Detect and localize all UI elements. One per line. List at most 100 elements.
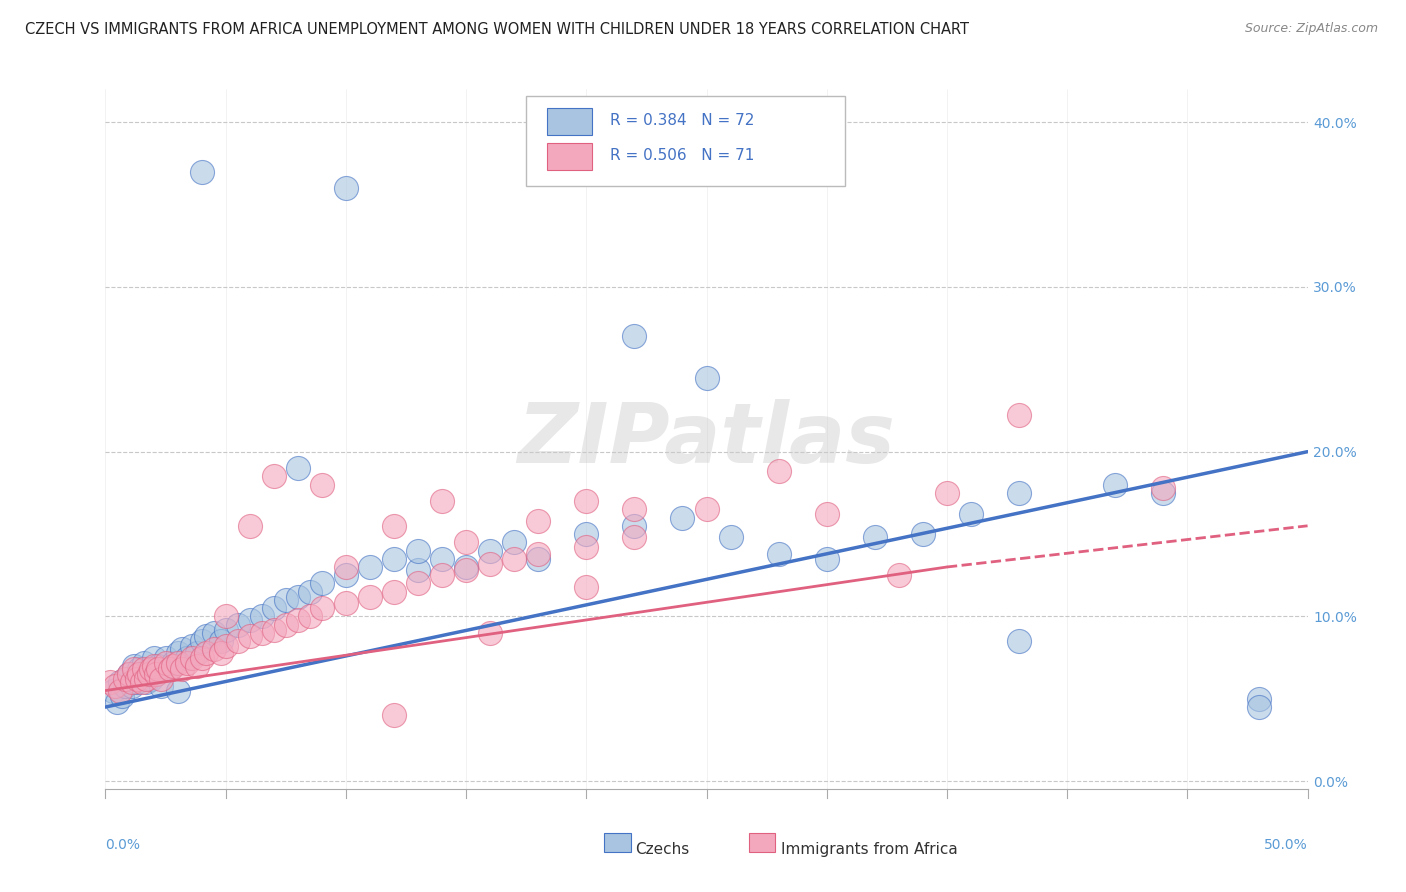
Point [214,639,236,653]
Point [101,683,124,698]
Point [406,563,429,577]
FancyBboxPatch shape [547,143,592,169]
Point [863,530,886,544]
Point [768,547,790,561]
Point [149,672,172,686]
Point [456,560,478,574]
Point [696,370,718,384]
Point [960,508,983,522]
Point [166,683,188,698]
Point [226,634,249,648]
Point [263,601,285,615]
Point [1008,486,1031,500]
Point [195,629,218,643]
Point [138,662,160,676]
Point [155,656,177,670]
Point [671,510,693,524]
Point [121,675,143,690]
Point [623,518,645,533]
Point [190,634,212,648]
Point [114,672,136,686]
Point [131,667,153,681]
Point [623,530,645,544]
Text: CZECH VS IMMIGRANTS FROM AFRICA UNEMPLOYMENT AMONG WOMEN WITH CHILDREN UNDER 18 : CZECH VS IMMIGRANTS FROM AFRICA UNEMPLOY… [25,22,969,37]
Point [108,683,131,698]
Point [311,576,333,591]
Point [359,590,381,604]
Point [406,576,429,591]
Point [209,634,232,648]
Point [575,540,598,554]
Text: ZIPatlas: ZIPatlas [517,399,896,480]
Point [936,486,959,500]
Point [527,514,550,528]
Point [195,646,218,660]
Point [479,626,502,640]
Point [118,667,141,681]
Point [479,557,502,571]
Point [162,656,184,670]
Point [720,530,742,544]
Point [382,708,405,723]
FancyBboxPatch shape [605,833,631,853]
Point [287,461,309,475]
Point [382,518,405,533]
Point [214,609,236,624]
Point [1152,486,1174,500]
Point [139,662,162,676]
Point [111,689,134,703]
Point [503,551,526,566]
Point [214,623,236,637]
Point [768,465,790,479]
Point [172,642,194,657]
Point [190,164,212,178]
Point [250,609,273,624]
Point [121,679,143,693]
Text: Source: ZipAtlas.com: Source: ZipAtlas.com [1244,22,1378,36]
Point [172,662,194,676]
Point [181,650,204,665]
Point [335,568,357,582]
Point [239,629,262,643]
Point [623,329,645,343]
Point [1249,691,1271,706]
Point [139,672,162,686]
Point [124,658,146,673]
Point [287,590,309,604]
Point [155,650,177,665]
Point [125,672,148,686]
Point [430,551,453,566]
Point [132,656,155,670]
Point [479,543,502,558]
Point [131,675,153,690]
Point [176,650,198,665]
Point [142,658,165,673]
Point [149,679,172,693]
Point [226,617,249,632]
Point [118,667,141,681]
Point [145,667,167,681]
Point [190,650,212,665]
Point [1008,634,1031,648]
Point [132,662,155,676]
Point [382,584,405,599]
Point [527,547,550,561]
Point [503,535,526,549]
Point [159,662,181,676]
Point [186,658,208,673]
Point [311,601,333,615]
Point [135,672,157,686]
Point [623,502,645,516]
Point [274,593,297,607]
Text: 50.0%: 50.0% [1264,838,1308,853]
Point [263,623,285,637]
Point [107,695,129,709]
Point [181,639,204,653]
Point [911,527,934,541]
Point [696,502,718,516]
Point [298,584,321,599]
Text: Immigrants from Africa: Immigrants from Africa [782,842,957,857]
Point [456,535,478,549]
Point [202,626,225,640]
Point [287,613,309,627]
